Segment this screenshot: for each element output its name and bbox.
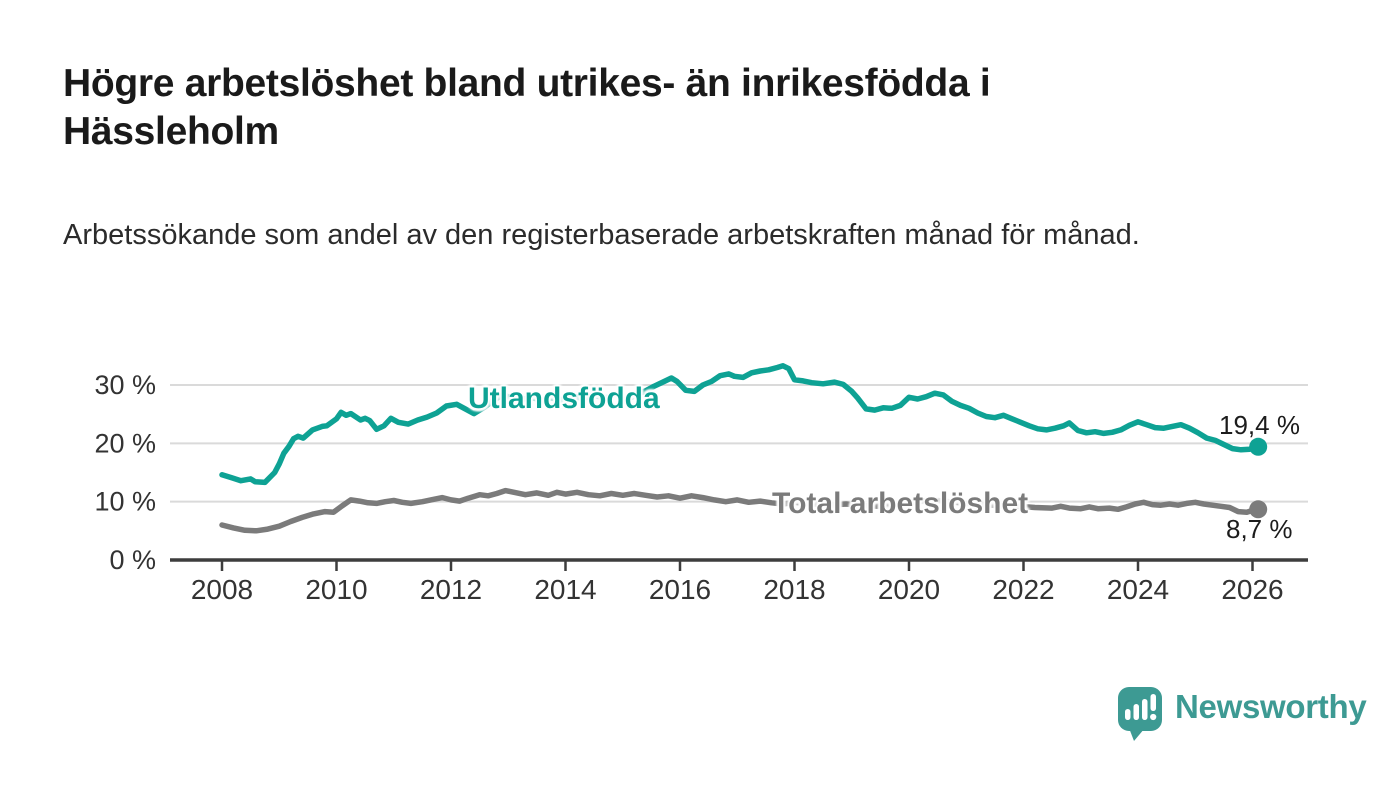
svg-text:2008: 2008 [191, 574, 253, 605]
svg-text:2024: 2024 [1107, 574, 1169, 605]
series-label-total-arbetsloshet: Total arbetslöshet [772, 487, 1029, 520]
end-value-utlandsfodda: 19,4 % [1219, 410, 1300, 440]
series-label-utlandsfodda: Utlandsfödda [468, 382, 660, 415]
svg-text:10 %: 10 % [94, 487, 156, 517]
svg-text:2014: 2014 [534, 574, 596, 605]
svg-text:2012: 2012 [420, 574, 482, 605]
chart-subtitle: Arbetssökande som andel av den registerb… [63, 219, 1140, 251]
newsworthy-logo-icon [1118, 687, 1162, 741]
brand-name: Newsworthy [1175, 688, 1367, 725]
svg-text:20 %: 20 % [94, 428, 156, 458]
svg-text:30 %: 30 % [94, 370, 156, 400]
svg-text:2026: 2026 [1221, 574, 1283, 605]
svg-text:2010: 2010 [305, 574, 367, 605]
end-value-total-arbetsloshet: 8,7 % [1226, 514, 1293, 544]
svg-text:2020: 2020 [878, 574, 940, 605]
svg-text:2018: 2018 [763, 574, 825, 605]
page-title: Högre arbetslöshet bland utrikes- än inr… [63, 62, 991, 153]
svg-text:2016: 2016 [649, 574, 711, 605]
brand-footer: Newsworthy [1117, 686, 1367, 744]
svg-text:0 %: 0 % [109, 545, 156, 575]
svg-text:2022: 2022 [992, 574, 1054, 605]
